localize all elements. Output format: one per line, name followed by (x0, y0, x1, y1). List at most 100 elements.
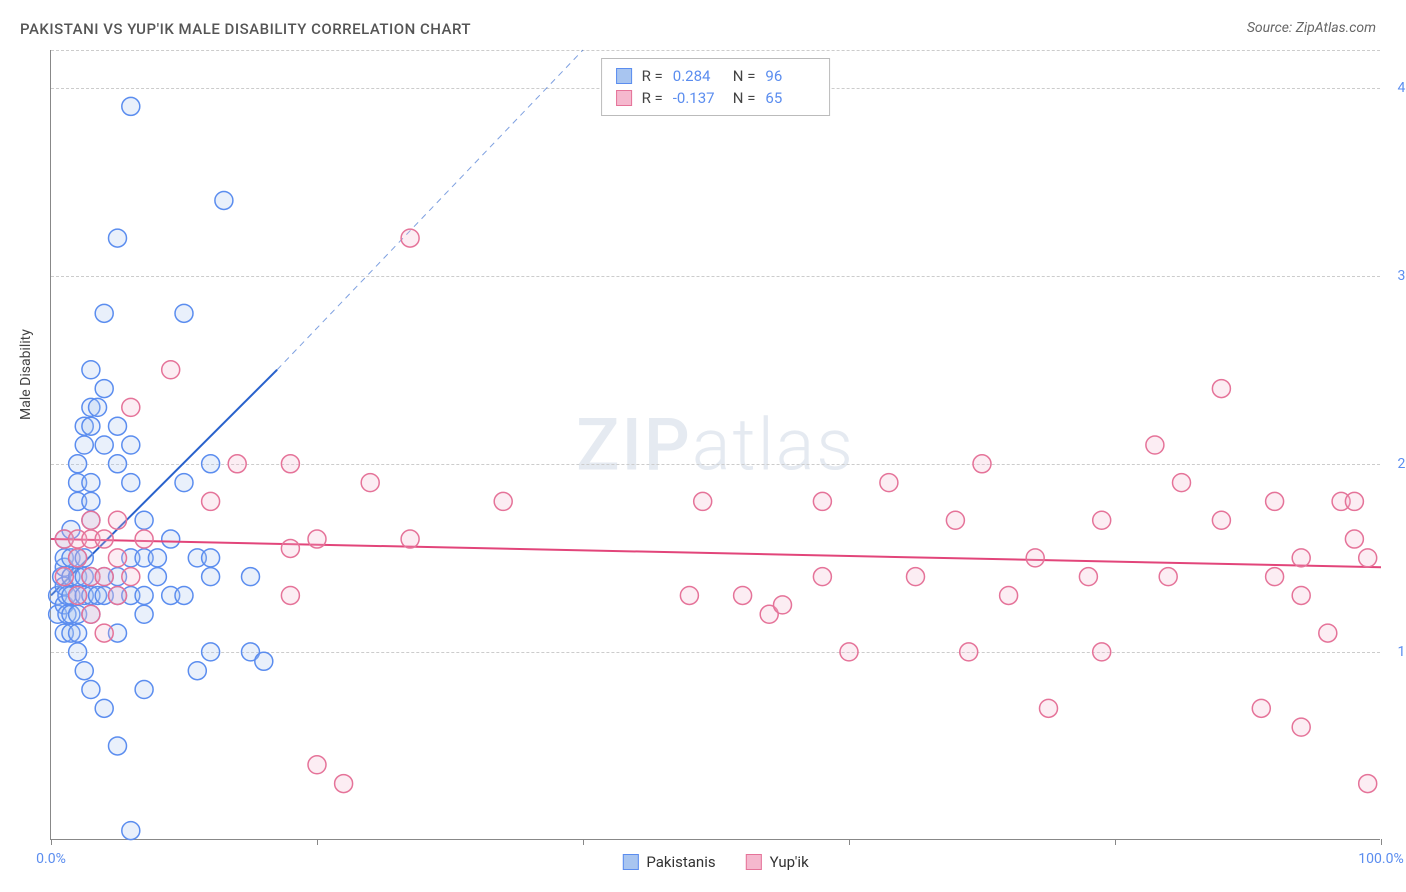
swatch-yupik (616, 90, 632, 106)
bottom-legend: Pakistanis Yup'ik (622, 853, 808, 871)
data-point (1146, 436, 1164, 454)
trend-line (51, 539, 1381, 567)
data-point (202, 549, 220, 567)
data-point (907, 568, 925, 586)
data-point (281, 539, 299, 557)
data-point (89, 398, 107, 416)
data-point (281, 586, 299, 604)
data-point (1345, 530, 1363, 548)
legend-label-pakistanis: Pakistanis (646, 853, 715, 871)
stats-row-yupik: R = -0.137 N = 65 (616, 87, 816, 109)
data-point (75, 662, 93, 680)
r-label: R = (642, 67, 663, 85)
data-point (202, 455, 220, 473)
data-point (162, 361, 180, 379)
y-tick-label: 40.0% (1397, 80, 1406, 96)
y-tick-label: 30.0% (1397, 268, 1406, 284)
data-point (694, 492, 712, 510)
data-point (1173, 474, 1191, 492)
data-point (175, 304, 193, 322)
data-point (960, 643, 978, 661)
n-label: N = (733, 89, 756, 107)
data-point (95, 530, 113, 548)
data-point (109, 417, 127, 435)
data-point (361, 474, 379, 492)
data-point (95, 568, 113, 586)
data-point (188, 662, 206, 680)
data-point (1345, 492, 1363, 510)
data-point (82, 361, 100, 379)
data-point (95, 436, 113, 454)
data-point (69, 624, 87, 642)
data-point (202, 568, 220, 586)
data-point (202, 643, 220, 661)
data-point (1040, 699, 1058, 717)
legend-label-yupik: Yup'ik (770, 853, 809, 871)
data-point (109, 511, 127, 529)
source-attribution: Source: ZipAtlas.com (1247, 20, 1376, 36)
correlation-stats-box: R = 0.284 N = 96 R = -0.137 N = 65 (601, 58, 831, 116)
x-tick (849, 839, 850, 845)
data-point (215, 191, 233, 209)
swatch-pakistanis (616, 68, 632, 84)
chart-title: PAKISTANI VS YUP'IK MALE DISABILITY CORR… (20, 20, 471, 38)
n-value-pakistanis: 96 (765, 67, 815, 85)
data-point (122, 822, 140, 840)
data-point (308, 530, 326, 548)
data-point (69, 549, 87, 567)
chart-plot-area: ZIPatlas 10.0%20.0%30.0%40.0%0.0%100.0% … (50, 50, 1380, 840)
data-point (82, 511, 100, 529)
data-point (1093, 511, 1111, 529)
data-point (122, 474, 140, 492)
data-point (1292, 549, 1310, 567)
data-point (135, 511, 153, 529)
data-point (308, 756, 326, 774)
data-point (242, 568, 260, 586)
data-point (148, 568, 166, 586)
data-point (69, 586, 87, 604)
x-tick (51, 839, 52, 845)
data-point (401, 530, 419, 548)
data-point (1093, 643, 1111, 661)
data-point (175, 586, 193, 604)
data-point (122, 97, 140, 115)
data-point (95, 380, 113, 398)
data-point (774, 596, 792, 614)
data-point (109, 737, 127, 755)
data-point (335, 775, 353, 793)
data-point (82, 492, 100, 510)
data-point (135, 530, 153, 548)
x-tick (1115, 839, 1116, 845)
data-point (135, 586, 153, 604)
y-axis-label: Male Disability (18, 329, 34, 420)
data-point (82, 474, 100, 492)
data-point (401, 229, 419, 247)
data-point (55, 568, 73, 586)
data-point (1359, 775, 1377, 793)
data-point (69, 643, 87, 661)
data-point (1159, 568, 1177, 586)
x-tick (317, 839, 318, 845)
y-tick-label: 20.0% (1397, 456, 1406, 472)
data-point (109, 455, 127, 473)
data-point (1026, 549, 1044, 567)
data-point (82, 417, 100, 435)
data-point (135, 605, 153, 623)
x-tick (1381, 839, 1382, 845)
data-point (109, 229, 127, 247)
scatter-svg (51, 50, 1380, 839)
data-point (1212, 511, 1230, 529)
data-point (82, 605, 100, 623)
data-point (135, 681, 153, 699)
legend-swatch-pakistanis (622, 854, 638, 870)
data-point (1359, 549, 1377, 567)
data-point (813, 568, 831, 586)
data-point (122, 398, 140, 416)
data-point (122, 436, 140, 454)
stats-row-pakistanis: R = 0.284 N = 96 (616, 65, 816, 87)
data-point (95, 624, 113, 642)
data-point (1212, 380, 1230, 398)
data-point (1266, 568, 1284, 586)
data-point (255, 652, 273, 670)
data-point (175, 474, 193, 492)
